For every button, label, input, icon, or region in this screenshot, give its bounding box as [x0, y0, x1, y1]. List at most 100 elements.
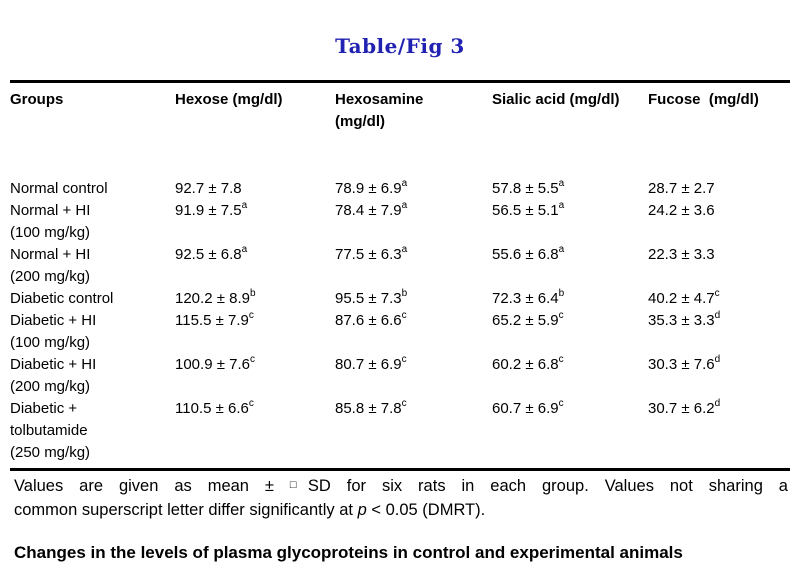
superscript-letter: c	[401, 397, 407, 409]
table-row: Diabetic + HI (200 mg/kg) 100.9 ± 7.6c 8…	[10, 354, 790, 398]
sialic-acid-cell: 72.3 ± 6.4b	[492, 288, 648, 310]
footnote-line-1: Values are given as mean ± □SD for six r…	[14, 475, 788, 499]
value: 22.3 ± 3.3	[648, 245, 715, 263]
superscript-letter: a	[401, 177, 408, 189]
figure-caption: Changes in the levels of plasma glycopro…	[14, 542, 683, 562]
value: 80.7 ± 6.9	[335, 355, 402, 373]
table-footnote: Values are given as mean ± □SD for six r…	[14, 475, 788, 521]
superscript-letter: a	[558, 199, 565, 211]
fucose-cell: 35.3 ± 3.3d	[648, 310, 790, 354]
hexose-cell: 91.9 ± 7.5a	[175, 200, 335, 244]
col-header-fucose: Fucose (mg/dl)	[648, 91, 759, 108]
hexosamine-cell: 78.9 ± 6.9a	[335, 178, 492, 200]
footnote-line-2: common superscript letter differ signifi…	[14, 499, 788, 521]
superscript-letter: c	[558, 397, 564, 409]
value: 95.5 ± 7.3	[335, 289, 402, 307]
value: 120.2 ± 8.9	[175, 289, 250, 307]
value: 100.9 ± 7.6	[175, 355, 250, 373]
fucose-cell: 22.3 ± 3.3	[648, 244, 790, 288]
col-header-sialic-acid: Sialic acid (mg/dl)	[492, 91, 620, 108]
col-header-hexose: Hexose (mg/dl)	[175, 91, 283, 108]
group-cell: Normal control	[10, 179, 108, 197]
fucose-cell: 30.3 ± 7.6d	[648, 354, 790, 398]
group-cell: Normal + HI (100 mg/kg)	[10, 201, 91, 241]
value: 92.5 ± 6.8	[175, 245, 242, 263]
sialic-acid-cell: 60.2 ± 6.8c	[492, 354, 648, 398]
value: 28.7 ± 2.7	[648, 179, 715, 197]
superscript-letter: c	[714, 287, 720, 299]
value: 30.3 ± 7.6	[648, 355, 715, 373]
superscript-letter: c	[248, 397, 254, 409]
superscript-letter: b	[558, 287, 565, 299]
superscript-letter: c	[249, 353, 255, 365]
value: 85.8 ± 7.8	[335, 399, 402, 417]
group-cell: Diabetic + tolbutamide (250 mg/kg)	[10, 399, 91, 461]
value: 55.6 ± 6.8	[492, 245, 559, 263]
value: 60.7 ± 6.9	[492, 399, 559, 417]
table-row: Normal + HI (200 mg/kg) 92.5 ± 6.8a 77.5…	[10, 244, 790, 288]
table-row: Normal + HI (100 mg/kg) 91.9 ± 7.5a 78.4…	[10, 200, 790, 244]
footnote-text: common superscript letter differ signifi…	[14, 500, 358, 519]
sialic-acid-cell: 56.5 ± 5.1a	[492, 200, 648, 244]
fucose-cell: 24.2 ± 3.6	[648, 200, 790, 244]
col-header-hexosamine: Hexosamine (mg/dl)	[335, 91, 424, 130]
superscript-letter: b	[249, 287, 256, 299]
fucose-cell: 30.7 ± 6.2d	[648, 398, 790, 470]
hexose-cell: 120.2 ± 8.9b	[175, 288, 335, 310]
value: 92.7 ± 7.8	[175, 179, 242, 197]
value: 78.9 ± 6.9	[335, 179, 402, 197]
fucose-cell: 28.7 ± 2.7	[648, 178, 790, 200]
table-row: Diabetic + tolbutamide (250 mg/kg) 110.5…	[10, 398, 790, 470]
superscript-letter: c	[401, 353, 407, 365]
hexosamine-cell: 77.5 ± 6.3a	[335, 244, 492, 288]
fucose-cell: 40.2 ± 4.7c	[648, 288, 790, 310]
superscript-letter: a	[241, 199, 248, 211]
figure-title: Table/Fig 3	[335, 34, 465, 58]
hexosamine-cell: 85.8 ± 7.8c	[335, 398, 492, 470]
superscript-letter: d	[714, 397, 721, 409]
value: 78.4 ± 7.9	[335, 201, 402, 219]
superscript-letter: c	[401, 309, 407, 321]
missing-glyph-box: □	[289, 478, 308, 491]
superscript-letter: c	[248, 309, 254, 321]
superscript-letter: a	[241, 243, 248, 255]
p-value-symbol: p	[357, 500, 367, 519]
hexose-cell: 100.9 ± 7.6c	[175, 354, 335, 398]
header-row: Groups Hexose (mg/dl) Hexosamine (mg/dl)…	[10, 82, 790, 178]
group-cell: Diabetic + HI (100 mg/kg)	[10, 311, 97, 351]
hexosamine-cell: 78.4 ± 7.9a	[335, 200, 492, 244]
value: 77.5 ± 6.3	[335, 245, 402, 263]
superscript-letter: a	[558, 243, 565, 255]
value: 91.9 ± 7.5	[175, 201, 242, 219]
hexose-cell: 115.5 ± 7.9c	[175, 310, 335, 354]
hexosamine-cell: 95.5 ± 7.3b	[335, 288, 492, 310]
value: 115.5 ± 7.9	[175, 311, 249, 329]
superscript-letter: c	[558, 309, 564, 321]
value: 56.5 ± 5.1	[492, 201, 559, 219]
group-cell: Diabetic control	[10, 289, 114, 307]
superscript-letter: a	[401, 243, 408, 255]
table-row: Diabetic control 120.2 ± 8.9b 95.5 ± 7.3…	[10, 288, 790, 310]
value: 72.3 ± 6.4	[492, 289, 559, 307]
value: 40.2 ± 4.7	[648, 289, 715, 307]
group-cell: Normal + HI (200 mg/kg)	[10, 245, 91, 285]
glycoproteins-table: Groups Hexose (mg/dl) Hexosamine (mg/dl)…	[10, 80, 790, 471]
col-header-groups: Groups	[10, 91, 64, 108]
superscript-letter: b	[401, 287, 408, 299]
value: 60.2 ± 6.8	[492, 355, 559, 373]
footnote-text: < 0.05 (DMRT).	[366, 500, 486, 519]
table-row: Normal control 92.7 ± 7.8 78.9 ± 6.9a 57…	[10, 178, 790, 200]
hexose-cell: 92.7 ± 7.8	[175, 178, 335, 200]
value: 87.6 ± 6.6	[335, 311, 402, 329]
value: 35.3 ± 3.3	[648, 311, 715, 329]
value: 30.7 ± 6.2	[648, 399, 715, 417]
table-row: Diabetic + HI (100 mg/kg) 115.5 ± 7.9c 8…	[10, 310, 790, 354]
sialic-acid-cell: 65.2 ± 5.9c	[492, 310, 648, 354]
value: 24.2 ± 3.6	[648, 201, 715, 219]
sialic-acid-cell: 57.8 ± 5.5a	[492, 178, 648, 200]
superscript-letter: d	[714, 309, 721, 321]
superscript-letter: a	[401, 199, 408, 211]
superscript-letter: a	[558, 177, 565, 189]
value: 110.5 ± 6.6	[175, 399, 249, 417]
